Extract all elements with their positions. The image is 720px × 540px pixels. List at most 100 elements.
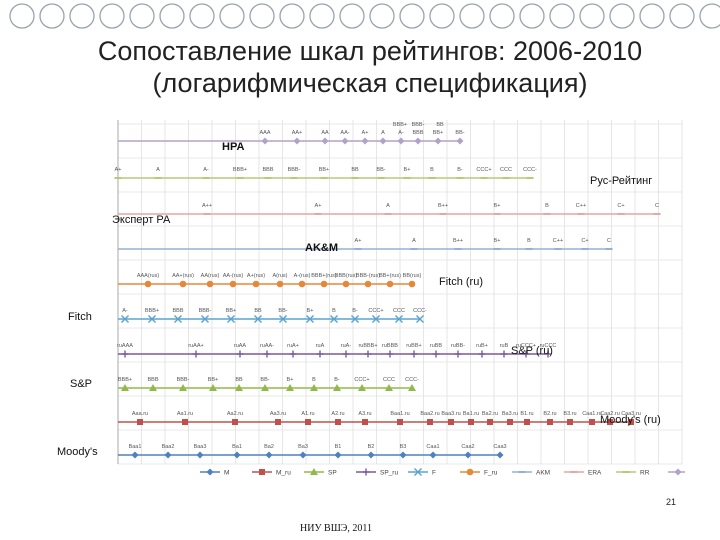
- grade-label-sp-ru: ruCCC+: [516, 343, 536, 349]
- grade-label-m-ru: B3.ru: [563, 411, 576, 417]
- legend-label-f-ru: F_ru: [484, 470, 498, 477]
- grade-label-akm: C+: [581, 238, 588, 244]
- grade-label-sp-ru: ruBB+: [406, 343, 421, 349]
- grade-label-f-ru: BB+(rus): [379, 273, 401, 279]
- series-point-f: [330, 315, 338, 323]
- series-point-m-ru: [182, 419, 188, 425]
- grade-label-m: Caa2: [461, 444, 474, 450]
- series-point-sp-ru: [478, 350, 486, 358]
- grade-label-sp-ru: ruAA: [234, 343, 247, 349]
- series-point-akm: [493, 248, 501, 250]
- legend-marker-m-ru: [259, 469, 265, 475]
- series-point-f: [148, 315, 156, 323]
- legend-label-akm: AKM: [536, 470, 550, 477]
- series-point-m: [429, 451, 437, 459]
- series-point-f: [279, 315, 287, 323]
- legend-marker-akm: [518, 471, 526, 473]
- series-point-akm: [454, 248, 462, 250]
- grade-label-rr: A: [156, 167, 160, 173]
- grade-label-rr: BBB-: [288, 167, 301, 173]
- grade-label-m-ru: Baa1.ru: [390, 411, 409, 417]
- legend-marker-rr: [622, 471, 630, 473]
- grade-label-sp-ru: ruBBB: [382, 343, 398, 349]
- series-point-sp-ru: [364, 350, 372, 358]
- series-point-sp-ru: [121, 350, 129, 358]
- series-point-sp: [408, 384, 416, 391]
- grade-label-rr: BB: [351, 167, 359, 173]
- series-point-rr: [236, 177, 244, 179]
- series-point-f: [227, 315, 235, 323]
- grade-label-sp-ru: ruAAA: [117, 343, 133, 349]
- grade-label-sp-ru: ruA+: [287, 343, 299, 349]
- grade-label-m-ru: Baa3.ru: [441, 411, 460, 417]
- grade-label-m-ru: Aa2.ru: [227, 411, 243, 417]
- legend-label-m-ru: M_ru: [276, 470, 291, 477]
- series-point-sp-ru: [263, 350, 271, 358]
- grade-label-sp-ru: ruBBB+: [358, 343, 377, 349]
- series-point-sp-ru: [544, 350, 552, 358]
- series-point-f: [416, 315, 424, 323]
- series-point-f: [395, 315, 403, 323]
- series-point-era: [493, 213, 501, 215]
- series-point-m-ru: [567, 419, 573, 425]
- grade-label-rr: A+: [115, 167, 122, 173]
- grade-label-m-ru: Baa2.ru: [420, 411, 439, 417]
- legend-marker-f-ru: [466, 468, 474, 476]
- grade-label-rr: B: [430, 167, 434, 173]
- grade-label-m: Ba2: [264, 444, 274, 450]
- grade-label-m-ru: A1.ru: [301, 411, 314, 417]
- grade-label-rr: BBB: [262, 167, 273, 173]
- series-point-era: [577, 213, 585, 215]
- series-point-f: [174, 315, 182, 323]
- legend-marker-m: [206, 468, 214, 476]
- series-point-era: [203, 213, 211, 215]
- series-point-f-ru: [229, 280, 237, 288]
- legend-marker-era: [570, 471, 578, 473]
- series-point-f: [351, 315, 359, 323]
- series-point-m-ru: [589, 419, 595, 425]
- label-expert-ra: Эксперт РА: [112, 214, 171, 226]
- grade-label-sp: BB-: [260, 377, 269, 383]
- grade-label-f: CCC: [393, 308, 405, 314]
- grade-label-m: B3: [400, 444, 407, 450]
- series-point-sp: [179, 384, 187, 391]
- series-point-rr: [526, 177, 534, 179]
- grade-label-f-ru: BBB-(rus): [356, 273, 380, 279]
- grade-label-rr: BB-: [376, 167, 385, 173]
- grade-label-m: Ba1: [232, 444, 242, 450]
- series-point-sp: [333, 384, 341, 391]
- series-point-m-ru: [397, 419, 403, 425]
- series-point-m-ru: [305, 419, 311, 425]
- grade-label-m: Caa3: [493, 444, 506, 450]
- grade-label-f: BB+: [226, 308, 237, 314]
- grade-label-sp: B-: [334, 377, 340, 383]
- series-point-nra: [321, 137, 329, 145]
- grade-label-m: Baa3: [194, 444, 207, 450]
- series-point-akm: [410, 248, 418, 250]
- grade-label-akm: B: [527, 238, 531, 244]
- series-point-rr: [264, 177, 272, 179]
- grade-label-f-ru: AA+(rus): [172, 273, 194, 279]
- grade-label-sp-ru: ruA: [316, 343, 325, 349]
- grade-label-f-ru: AA-(rus): [223, 273, 244, 279]
- rating-scales-chart: AAA AA+ AA AA- A+ A A- BBB BB+ BB-BBB+ BBB- BBA+ A A-…: [114, 120, 685, 477]
- grade-label-sp: BB: [235, 377, 243, 383]
- series-point-nra: [361, 137, 369, 145]
- series-point-sp-ru: [236, 350, 244, 358]
- series-point-m: [367, 451, 375, 459]
- legend-label-f: F: [432, 470, 436, 477]
- grade-label-f: B-: [352, 308, 358, 314]
- grade-label-akm: C++: [553, 238, 563, 244]
- legend-marker-sp: [310, 468, 318, 475]
- series-point-m-ru: [547, 419, 553, 425]
- grade-label-f-ru: BBB+(rus): [311, 273, 337, 279]
- grade-label-era: C: [655, 203, 659, 209]
- grade-label-m-ru: B2.ru: [543, 411, 556, 417]
- grade-label-f-ru: AA(rus): [201, 273, 220, 279]
- series-point-m-ru: [628, 419, 634, 425]
- grade-label-m-ru: Caa2.ru: [600, 411, 620, 417]
- series-point-m: [265, 451, 273, 459]
- series-point-rr: [154, 177, 162, 179]
- series-point-m: [131, 451, 139, 459]
